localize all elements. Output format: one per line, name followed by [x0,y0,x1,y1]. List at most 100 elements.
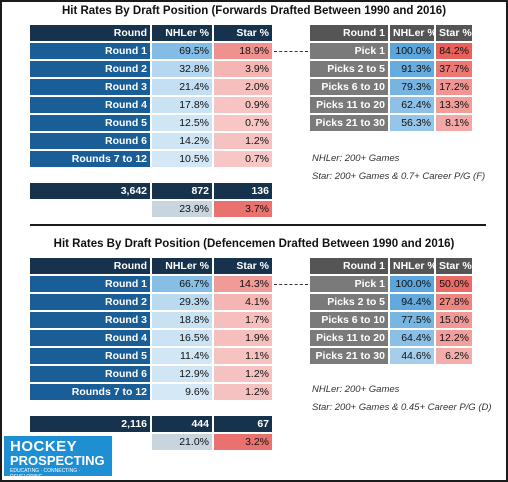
total-star: 67 [214,416,272,432]
nhler-cell: 9.6% [152,384,212,400]
star-cell: 0.7% [214,115,272,131]
round-label: Round 2 [30,294,150,310]
pick-label: Picks 11 to 20 [310,330,388,346]
star-cell: 1.2% [214,384,272,400]
star-cell: 27.8% [436,294,472,310]
nhler-cell: 29.3% [152,294,212,310]
header-round: Round [30,258,150,274]
table-row: Round 6 12.9% 1.2% [30,366,272,382]
note-nhler-definition: NHLer: 200+ Games [312,153,400,164]
overall-nhler-rate: 21.0% [152,434,212,450]
nhler-cell: 11.4% [152,348,212,364]
star-cell: 14.3% [214,276,272,292]
nhler-cell: 94.4% [390,294,434,310]
nhler-cell: 62.4% [390,97,434,113]
header-star: Star % [214,258,272,274]
nhler-cell: 17.8% [152,97,212,113]
nhler-cell: 66.7% [152,276,212,292]
table-row: Round 2 32.8% 3.9% [30,61,272,77]
total-nhler: 872 [152,183,212,199]
defencemen-rounds-header: Round NHLer % Star % [30,258,272,274]
round-label: Round 5 [30,348,150,364]
table-row: Round 3 21.4% 2.0% [30,79,272,95]
table-row: Round 5 12.5% 0.7% [30,115,272,131]
nhler-cell: 64.4% [390,330,434,346]
round-label: Rounds 7 to 12 [30,151,150,167]
overall-star-rate: 3.7% [214,201,272,217]
round-label: Round 6 [30,366,150,382]
header-nhler: NHLer % [390,258,437,274]
total-count: 2,116 [30,416,150,432]
nhler-cell: 79.3% [390,79,434,95]
star-cell: 50.0% [436,276,472,292]
star-cell: 12.2% [436,330,472,346]
header-nhler: NHLer % [152,25,212,41]
nhler-cell: 12.9% [152,366,212,382]
overall-nhler-rate: 23.9% [152,201,212,217]
header-star: Star % [436,25,472,41]
overall-star-rate: 3.2% [214,434,272,450]
star-cell: 4.1% [214,294,272,310]
defencemen-title: Hit Rates By Draft Position (Defencemen … [53,238,455,250]
star-cell: 17.2% [436,79,472,95]
star-cell: 2.0% [214,79,272,95]
table-row: Round 1 66.7% 14.3% [30,276,272,292]
table-row: Picks 2 to 5 94.4% 27.8% [310,294,472,310]
header-round-1: Round 1 [310,258,388,274]
nhler-cell: 21.4% [152,79,212,95]
table-row: Pick 1 100.0% 84.2% [310,43,472,59]
table-row: Picks 21 to 30 56.3% 8.1% [310,115,472,131]
table-row: Picks 11 to 20 64.4% 12.2% [310,330,472,346]
star-cell: 0.7% [214,151,272,167]
nhler-cell: 100.0% [390,276,434,292]
table-row: Round 5 11.4% 1.1% [30,348,272,364]
nhler-cell: 69.5% [152,43,212,59]
round-label: Round 5 [30,115,150,131]
round-label: Round 4 [30,330,150,346]
header-star: Star % [214,25,272,41]
pick-label: Pick 1 [310,43,388,59]
table-row: Rounds 7 to 12 10.5% 0.7% [30,151,272,167]
defencemen-picks-header: Round 1 NHLer % Star % [310,258,472,274]
pick-label: Pick 1 [310,276,388,292]
table-row: Round 3 18.8% 1.7% [30,312,272,328]
header-nhler: NHLer % [152,258,212,274]
nhler-cell: 14.2% [152,133,212,149]
header-round-1: Round 1 [310,25,388,41]
nhler-cell: 77.5% [390,312,434,328]
section-divider [30,224,486,226]
pick-label: Picks 21 to 30 [310,115,388,131]
star-cell: 37.7% [436,61,472,77]
star-cell: 0.9% [214,97,272,113]
round-label: Round 1 [30,276,150,292]
hockey-prospecting-logo: HOCKEY PROSPECTING EDUCATING · CONNECTIN… [4,436,112,480]
logo-line-1: HOCKEY [10,438,78,455]
table-row: Round 4 16.5% 1.9% [30,330,272,346]
header-star: Star % [436,258,472,274]
nhler-cell: 18.8% [152,312,212,328]
star-cell: 1.1% [214,348,272,364]
nhler-cell: 32.8% [152,61,212,77]
header-nhler: NHLer % [390,25,437,41]
table-row: Round 2 29.3% 4.1% [30,294,272,310]
table-row: Round 4 17.8% 0.9% [30,97,272,113]
total-count: 3,642 [30,183,150,199]
star-cell: 15.0% [436,312,472,328]
note-nhler-definition: NHLer: 200+ Games [312,384,400,395]
table-row: Picks 21 to 30 44.6% 6.2% [310,348,472,364]
star-cell: 3.9% [214,61,272,77]
nhler-cell: 91.3% [390,61,434,77]
table-row: Picks 6 to 10 77.5% 15.0% [310,312,472,328]
round-label: Round 2 [30,61,150,77]
connector-dashed-line [274,51,308,52]
pick-label: Picks 6 to 10 [310,312,388,328]
table-row: Pick 1 100.0% 50.0% [310,276,472,292]
connector-dashed-line [274,284,308,285]
forwards-title: Hit Rates By Draft Position (Forwards Dr… [61,5,447,17]
table-row: Picks 2 to 5 91.3% 37.7% [310,61,472,77]
pick-label: Picks 2 to 5 [310,294,388,310]
nhler-cell: 10.5% [152,151,212,167]
pick-label: Picks 11 to 20 [310,97,388,113]
round-label: Round 3 [30,79,150,95]
forwards-picks-header: Round 1 NHLer % Star % [310,25,472,41]
